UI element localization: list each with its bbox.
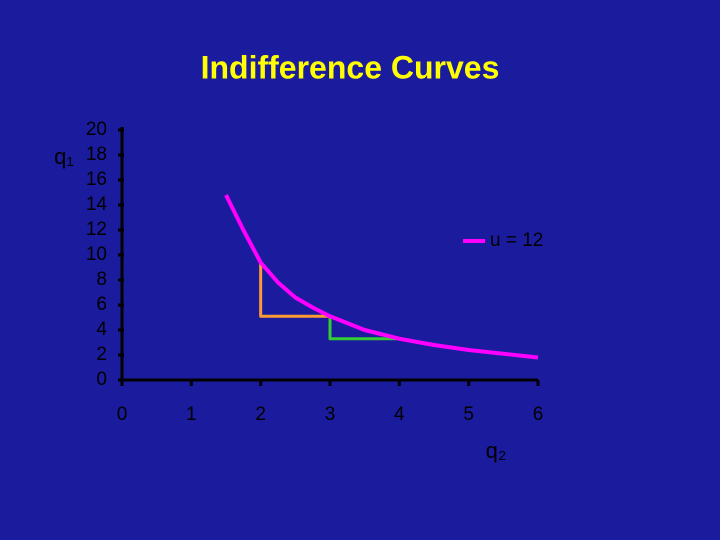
y-tick-label: 6	[96, 294, 107, 315]
y-tick-label: 8	[96, 269, 107, 290]
chart-title: Indifference Curves	[201, 49, 500, 85]
x-tick-label: 6	[533, 404, 544, 425]
y-axis-label: q₁	[54, 144, 74, 169]
x-tick-label: 2	[255, 404, 266, 425]
x-axis-label: q₂	[486, 438, 507, 463]
x-tick-label: 4	[394, 404, 405, 425]
y-tick-label: 2	[96, 344, 107, 365]
x-tick-label: 3	[325, 404, 336, 425]
y-tick-label: 0	[96, 369, 107, 390]
line-series	[259, 262, 330, 318]
legend-label: u = 12	[490, 230, 543, 251]
x-tick-label: 5	[463, 404, 474, 425]
line-series	[224, 194, 539, 360]
y-tick-label: 12	[86, 219, 107, 240]
line-series	[328, 316, 400, 341]
y-tick-label: 16	[86, 169, 107, 190]
x-tick-label: 0	[117, 404, 128, 425]
y-tick-label: 14	[86, 194, 108, 215]
x-tick-label: 1	[186, 404, 197, 425]
y-tick-label: 10	[86, 244, 107, 265]
y-tick-label: 18	[86, 144, 107, 165]
y-tick-label: 20	[86, 119, 107, 140]
y-tick-label: 4	[96, 319, 107, 340]
